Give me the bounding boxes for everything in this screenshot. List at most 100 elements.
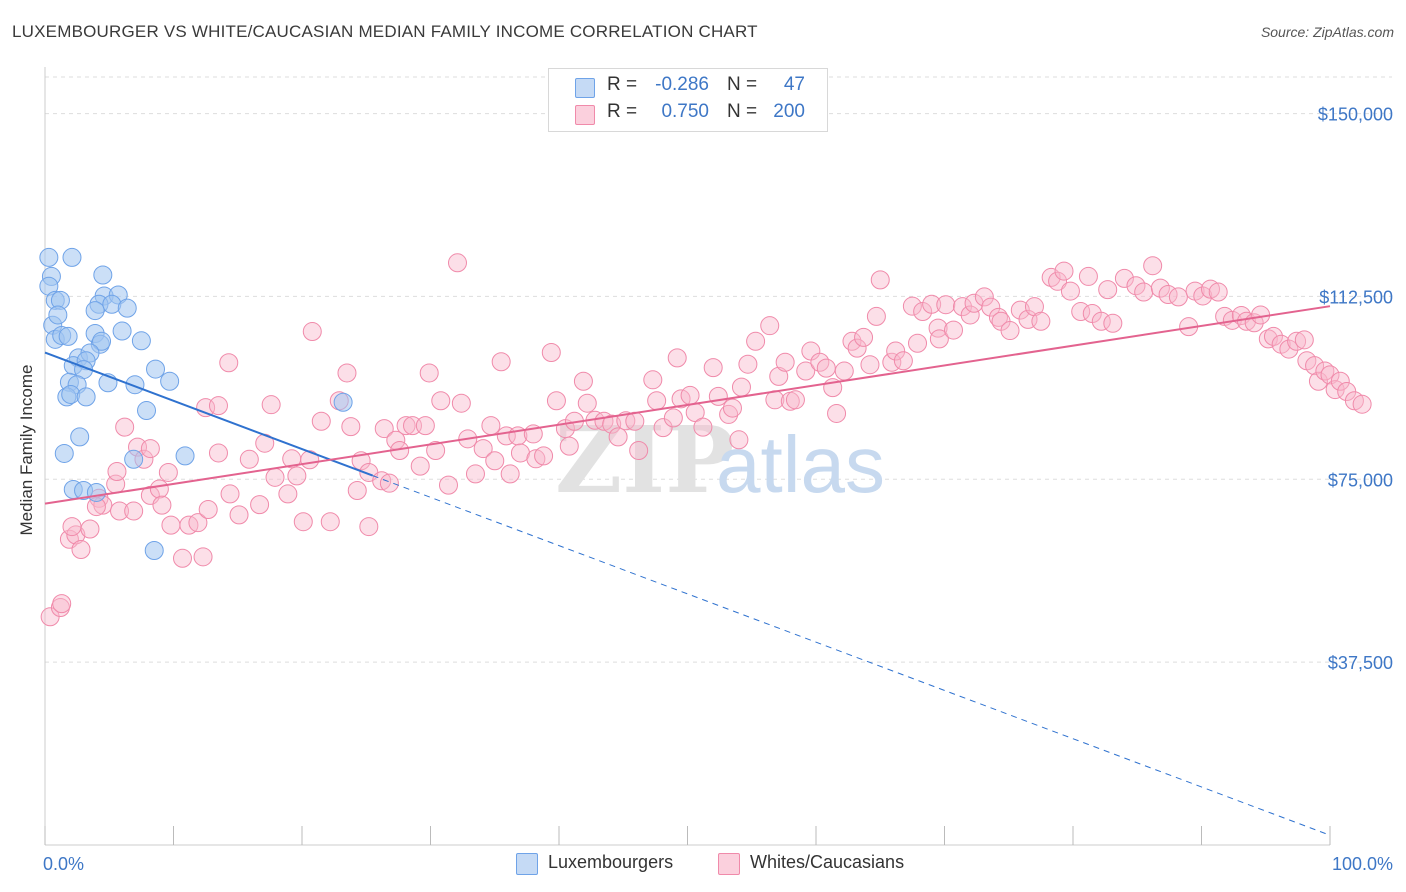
data-point — [1352, 394, 1372, 414]
data-point — [208, 443, 228, 463]
data-point — [500, 464, 520, 484]
data-point — [541, 343, 561, 363]
data-point — [124, 501, 144, 521]
data-point — [746, 331, 766, 351]
data-point — [265, 467, 285, 487]
data-point — [796, 361, 816, 381]
data-point — [161, 515, 181, 535]
data-point — [870, 270, 890, 290]
data-point — [146, 359, 166, 379]
data-point — [729, 430, 749, 450]
data-point — [239, 449, 259, 469]
data-point — [1305, 356, 1325, 376]
data-point — [250, 495, 270, 515]
data-point — [426, 441, 446, 461]
chart-title: LUXEMBOURGER VS WHITE/CAUCASIAN MEDIAN F… — [12, 22, 758, 41]
data-point — [860, 355, 880, 375]
data-point — [198, 500, 218, 520]
axes — [44, 67, 1331, 846]
data-point — [175, 446, 195, 466]
data-point — [491, 352, 511, 372]
data-point — [1315, 361, 1335, 381]
data-point — [866, 306, 886, 326]
data-point — [834, 361, 854, 381]
data-point — [465, 464, 485, 484]
data-point — [415, 416, 435, 436]
legend-swatch-blue — [575, 78, 595, 98]
data-point — [708, 386, 728, 406]
data-point — [1330, 371, 1350, 391]
y-tick-label: $112,500 — [1319, 287, 1393, 307]
data-point — [1134, 282, 1154, 302]
data-point — [473, 439, 493, 459]
legend-n-value: 200 — [773, 101, 805, 122]
data-point — [1150, 278, 1170, 298]
data-point — [115, 417, 135, 437]
data-point — [54, 443, 74, 463]
data-point — [374, 419, 394, 439]
data-point — [107, 461, 127, 481]
data-point — [1263, 326, 1283, 346]
data-point — [546, 391, 566, 411]
data-point — [1208, 282, 1228, 302]
trend-line-dashed — [372, 475, 1331, 836]
data-point — [208, 396, 228, 416]
data-point — [974, 287, 994, 307]
data-point — [160, 371, 180, 391]
watermark-atlas: atlas — [716, 420, 885, 509]
data-point — [943, 320, 963, 340]
data-point — [952, 297, 972, 317]
data-point — [110, 501, 130, 521]
data-point — [1143, 256, 1163, 276]
data-point — [419, 363, 439, 383]
data-point — [62, 247, 82, 267]
data-point — [559, 436, 579, 456]
x-tick-label: 0.0% — [43, 854, 84, 874]
data-point — [372, 471, 392, 491]
data-point — [125, 375, 145, 395]
y-tick-label: $75,000 — [1328, 470, 1393, 490]
data-point — [451, 393, 471, 413]
data-point — [117, 298, 137, 318]
x-tick-label: 100.0% — [1332, 854, 1393, 874]
data-point — [847, 338, 867, 358]
legend-n-label: N = — [727, 74, 758, 95]
data-point — [144, 540, 164, 560]
data-point — [193, 547, 213, 567]
data-point — [760, 316, 780, 336]
data-point — [643, 370, 663, 390]
legend-label: Whites/Caucasians — [750, 852, 905, 872]
data-point — [1258, 329, 1278, 349]
data-point — [929, 329, 949, 349]
data-point — [337, 363, 357, 383]
data-point — [775, 352, 795, 372]
legend-r-value: 0.750 — [661, 101, 709, 122]
data-point — [431, 391, 451, 411]
data-point — [341, 417, 361, 437]
data-point — [1114, 268, 1134, 288]
legend-row-whites: R = 0.750 N = 200 — [549, 101, 827, 129]
data-point — [347, 481, 367, 501]
legend-r-value: -0.286 — [655, 74, 709, 95]
data-point — [333, 392, 353, 412]
data-point — [1098, 280, 1118, 300]
data-point — [80, 519, 100, 539]
data-point — [278, 484, 298, 504]
data-point — [1168, 287, 1188, 307]
data-point — [1031, 311, 1051, 331]
watermark-zip: ZIP — [555, 406, 734, 514]
data-point — [1200, 279, 1220, 299]
data-point — [311, 411, 331, 431]
data-point — [936, 295, 956, 315]
y-tick-label: $37,500 — [1328, 653, 1393, 673]
data-point — [854, 327, 874, 347]
data-point — [149, 479, 169, 499]
data-point — [1287, 331, 1307, 351]
data-point — [261, 395, 281, 415]
data-point — [1308, 371, 1328, 391]
data-point — [1054, 261, 1074, 281]
data-point — [928, 318, 948, 338]
data-point — [52, 594, 72, 614]
data-point — [703, 358, 723, 378]
